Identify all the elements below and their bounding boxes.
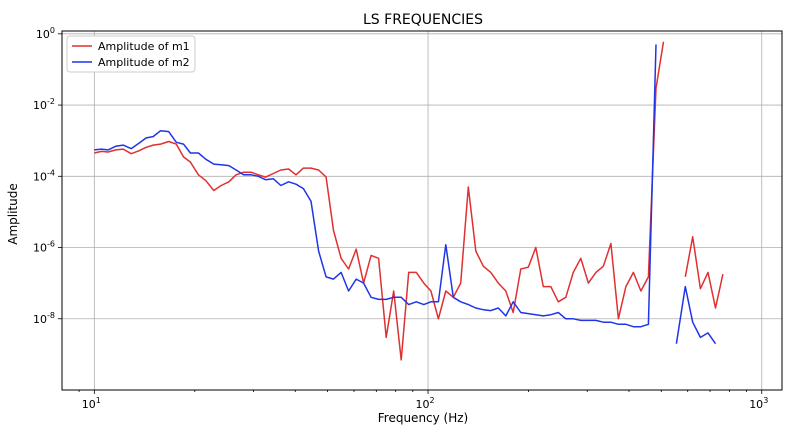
y-tick-label: 10-2: [33, 97, 55, 112]
series-line: [94, 41, 665, 361]
chart-title: LS FREQUENCIES: [363, 12, 483, 28]
x-axis-ticks: 101 102 103: [78, 390, 768, 411]
series-line: [675, 285, 717, 345]
y-tick-label: 10-8: [33, 311, 55, 326]
legend: Amplitude of m1 Amplitude of m2: [66, 35, 196, 73]
x-tick-label: 101: [82, 396, 101, 411]
y-tick-label: 10-4: [33, 168, 55, 183]
x-tick-label: 103: [749, 396, 768, 411]
series-line: [94, 44, 657, 328]
x-tick-label: 102: [415, 396, 434, 411]
y-axis-ticks: 100 10-2 10-4 10-6 10-8: [33, 26, 62, 326]
plot-frame: [61, 30, 783, 391]
y-axis-label: Amplitude: [6, 183, 20, 245]
legend-box: [66, 35, 196, 73]
series-2: [94, 44, 717, 345]
series-line: [684, 236, 724, 309]
series-layer: [94, 41, 724, 361]
y-tick-label: 10-6: [33, 240, 55, 255]
y-tick-label: 100: [36, 26, 55, 41]
legend-label: Amplitude of m1: [98, 40, 190, 53]
series-1: [94, 41, 724, 361]
x-axis-label: Frequency (Hz): [378, 411, 469, 425]
grid: [62, 31, 782, 390]
legend-label: Amplitude of m2: [98, 56, 190, 69]
